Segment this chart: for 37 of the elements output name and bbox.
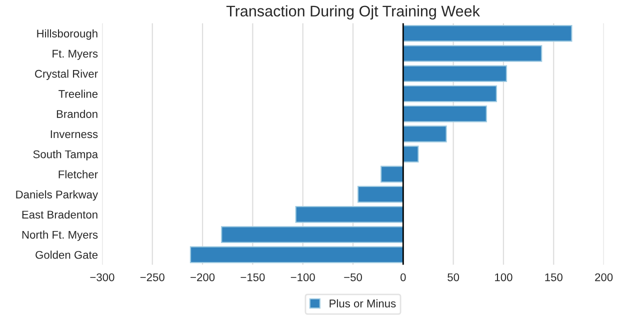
y-tick-label: Hillsborough [37,29,98,40]
x-tick-label: 200 [595,273,613,282]
bar [402,146,419,162]
x-tick-label: 50 [448,273,460,282]
x-tick-label: −200 [190,273,215,282]
bar [402,126,447,142]
bar [402,24,572,42]
x-tick-label: 150 [545,273,562,282]
x-tick-label: −250 [140,273,164,282]
y-tick-label: Treeline [58,90,98,98]
y-tick-label: North Ft. Myers [22,230,98,241]
chart-title: Transaction During Ojt Training Week [226,5,480,20]
x-tick-label: −100 [290,273,315,282]
bar [357,186,404,203]
x-tick-label: 100 [495,273,512,282]
y-tick-label: Brandon [56,110,98,118]
y-tick-label: Inverness [50,130,98,138]
y-tick-label: Crystal River [35,70,98,80]
y-tick-label: East Bradenton [22,210,98,219]
y-tick-label: Golden Gate [36,250,98,259]
y-tick-label: South Tampa [33,150,98,160]
bar [221,226,404,243]
x-tick-label: −50 [344,273,362,282]
bar [295,206,404,223]
x-tick-label: 0 [400,273,406,282]
x-tick-label: −150 [240,273,265,282]
bar [402,45,542,62]
bar [402,85,498,102]
legend-label: Plus or Minus [330,299,396,308]
x-tick-label: −300 [90,273,114,282]
bar [380,166,404,183]
y-tick-label: Ft. Myers [52,50,98,60]
y-tick-label: Fletcher [58,170,98,178]
bar [190,246,404,264]
bar [402,65,508,82]
bar [402,105,487,122]
y-tick-label: Daniels Parkway [16,190,98,201]
